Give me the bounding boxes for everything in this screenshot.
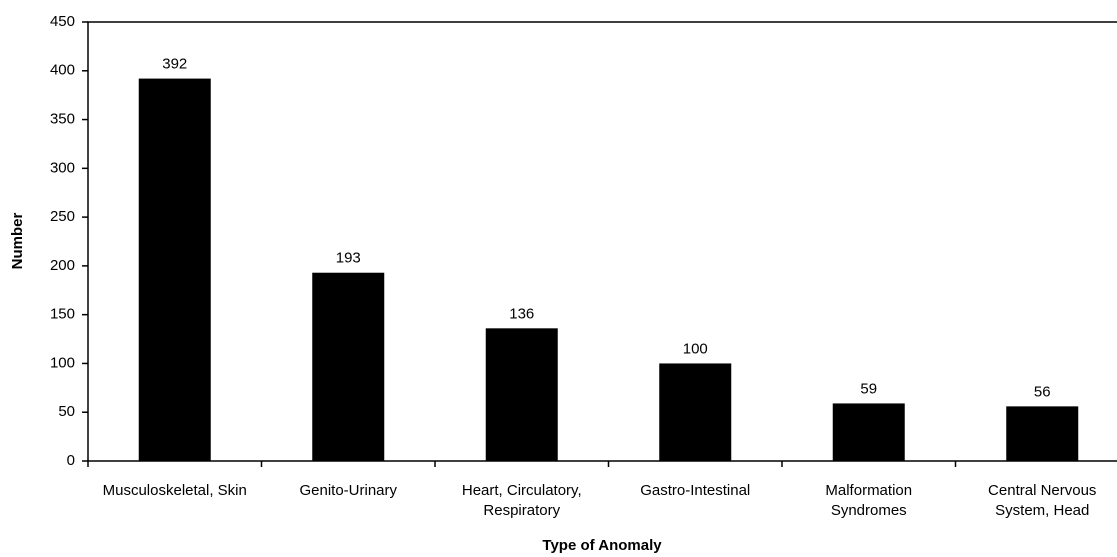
data-label: 56	[1034, 383, 1051, 400]
x-tick-label: Heart, Circulatory, Respiratory	[461, 482, 582, 519]
x-tick-label: Central Nervous System, Head	[988, 482, 1097, 519]
x-axis-title: Type of Anomaly	[542, 537, 662, 554]
x-tick-label: Musculoskeletal, Skin	[102, 482, 247, 499]
y-tick-label: 400	[50, 62, 75, 79]
bar	[659, 363, 732, 461]
plot-frame	[87, 21, 1117, 462]
y-tick-label: 450	[50, 13, 75, 30]
bar	[312, 272, 385, 461]
y-tick-label: 50	[58, 403, 75, 420]
x-tick-label: Malformation Syndromes	[825, 482, 913, 519]
bar	[832, 403, 905, 461]
data-label: 193	[336, 250, 361, 267]
x-tick-label: Gastro-Intestinal	[640, 482, 751, 499]
x-tick-label: Genito-Urinary	[299, 482, 398, 499]
data-label: 59	[860, 380, 877, 397]
bar	[1006, 406, 1079, 461]
data-label: 136	[509, 305, 534, 322]
y-tick-label: 150	[50, 306, 75, 323]
y-tick-label: 200	[50, 257, 75, 274]
bar	[138, 78, 211, 462]
y-tick-label: 350	[50, 111, 75, 128]
y-tick-label: 0	[67, 452, 75, 469]
y-tick-label: 250	[50, 208, 75, 225]
y-axis-title: Number	[9, 213, 26, 270]
data-label: 100	[683, 340, 708, 357]
bar	[485, 328, 558, 461]
y-tick-label: 300	[50, 159, 75, 176]
y-tick-label: 100	[50, 354, 75, 371]
data-label: 392	[162, 56, 187, 73]
